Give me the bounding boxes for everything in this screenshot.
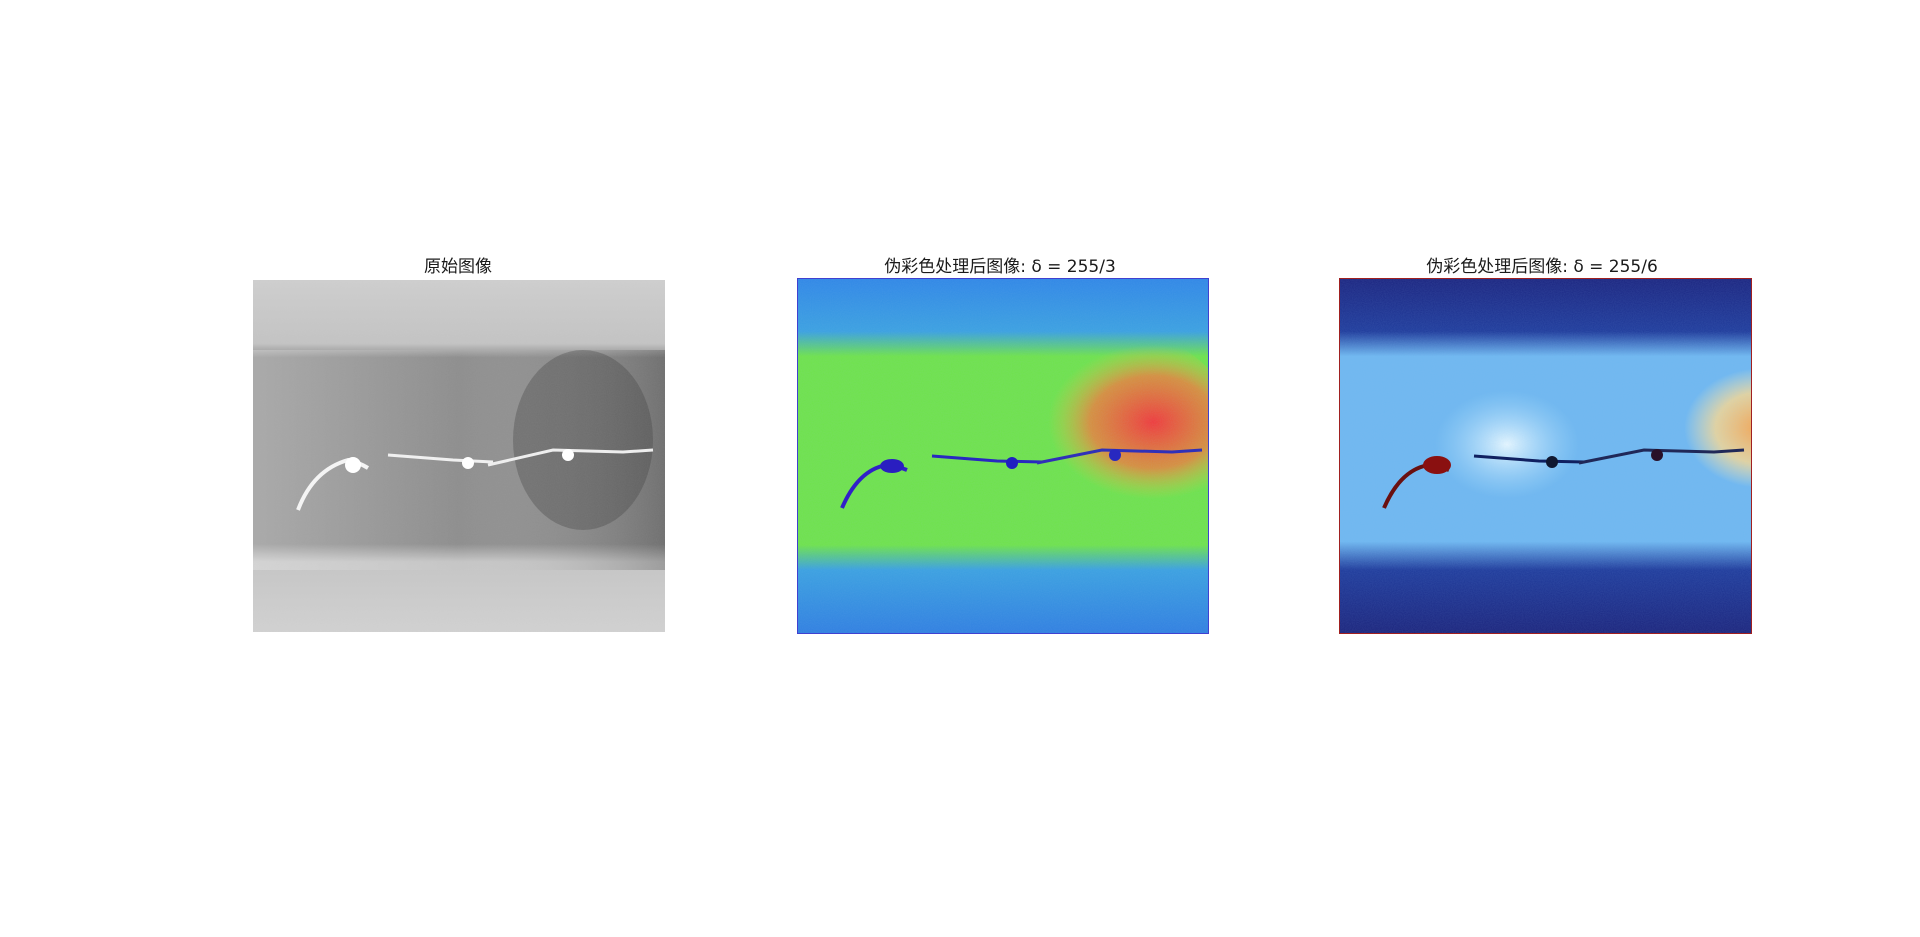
pseudocolor-image-delta-6 [1339,278,1752,634]
panel-title-original: 原始图像 [424,257,492,277]
original-grayscale-image [253,280,665,632]
panel-title-pseudocolor-3: 伪彩色处理后图像: δ = 255/3 [884,257,1116,277]
pseudocolor-image-delta-3 [797,278,1209,634]
panel-title-pseudocolor-6: 伪彩色处理后图像: δ = 255/6 [1426,257,1658,277]
